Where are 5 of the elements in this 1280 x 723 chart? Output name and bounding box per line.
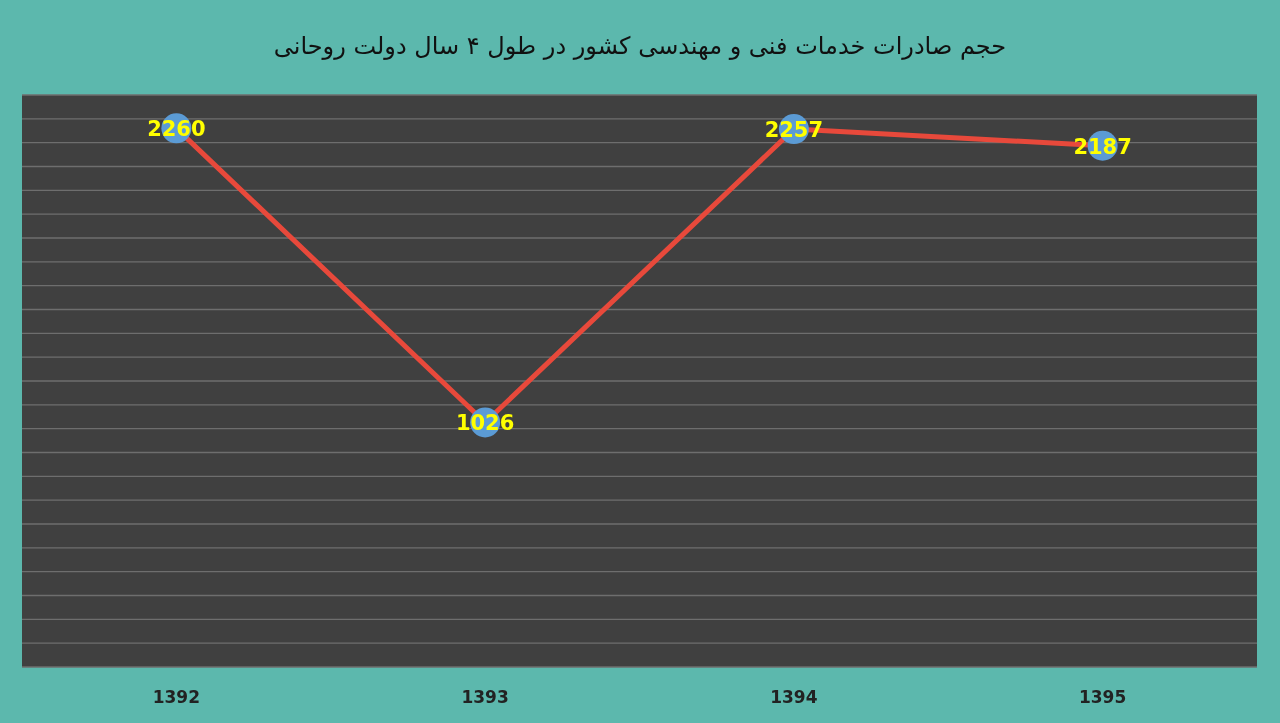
x-tick-label: 1395 [1078, 687, 1127, 707]
chart-title: حجم صادرات خدمات فنی و مهندسی کشور در طول ۴ سال دولت روحانی [273, 32, 1007, 60]
x-tick-label: 1392 [152, 687, 201, 707]
x-tick-label: 1394 [770, 687, 818, 707]
x-tick-label: 1393 [461, 687, 509, 707]
